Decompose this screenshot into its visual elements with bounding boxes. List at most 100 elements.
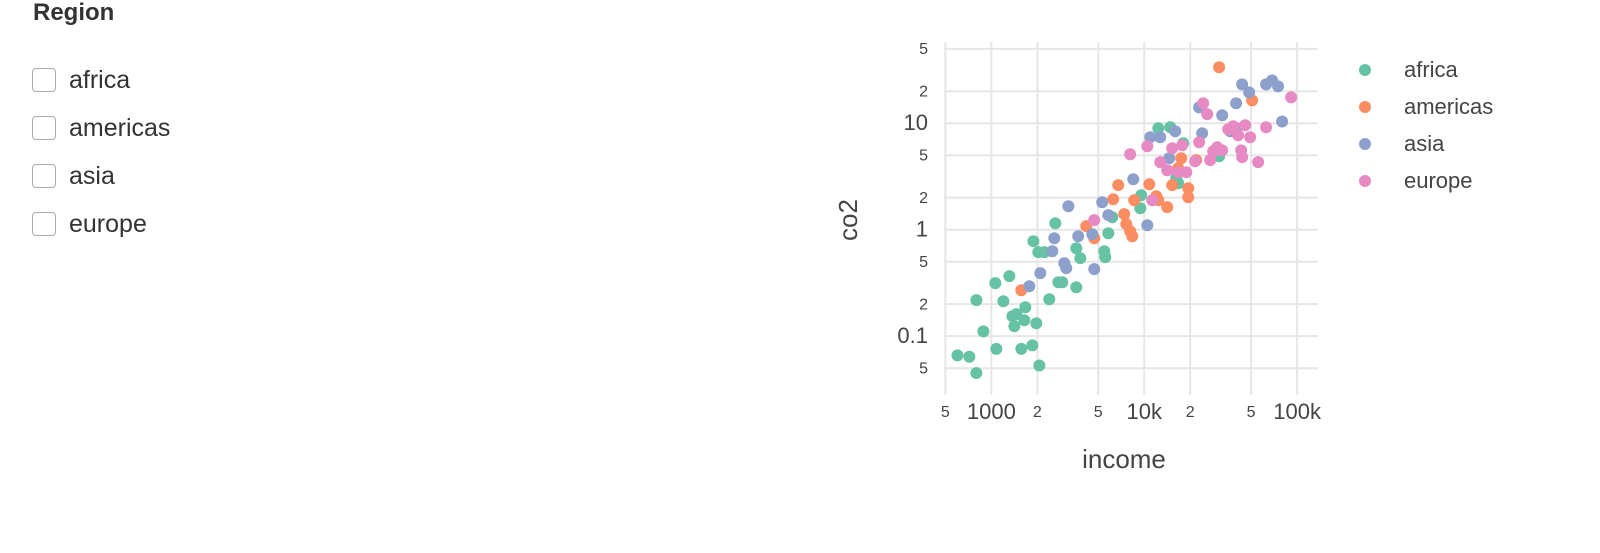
scatter-point <box>1180 166 1193 179</box>
x-tick-label: 100k <box>1273 399 1322 424</box>
scatter-point <box>1128 194 1141 207</box>
scatter-point <box>1189 155 1202 168</box>
checkbox-option[interactable]: asia <box>32 152 170 200</box>
scatter-point <box>1049 217 1062 230</box>
scatter-point <box>1175 152 1188 165</box>
scatter-point <box>1096 196 1109 209</box>
checkbox-label[interactable]: asia <box>69 161 115 190</box>
scatter-point <box>1062 200 1075 213</box>
scatter-point <box>1072 230 1085 243</box>
legend-marker <box>1359 138 1371 150</box>
scatter-point <box>1272 80 1285 93</box>
legend-label: americas <box>1404 94 1493 119</box>
scatter-point <box>1070 242 1083 255</box>
scatter-point <box>1127 173 1140 186</box>
x-tick-label: 1000 <box>967 399 1016 424</box>
scatter-point <box>970 294 983 307</box>
scatter-point <box>1276 115 1289 128</box>
scatter-point <box>1141 140 1154 153</box>
scatter-point <box>1260 121 1273 134</box>
scatter-point <box>1154 131 1167 144</box>
y-tick-label: 5 <box>919 254 928 271</box>
scatter-point <box>1112 179 1125 192</box>
y-tick-label: 2 <box>919 83 928 100</box>
scatter-point <box>1193 136 1206 149</box>
scatter-point <box>1143 178 1156 191</box>
scatter-point <box>970 367 983 380</box>
scatter-point <box>1244 131 1257 144</box>
scatter-point <box>1213 61 1226 74</box>
y-tick-label: 5 <box>919 41 928 58</box>
scatter-point <box>1048 232 1061 245</box>
scatter-point <box>1166 179 1179 192</box>
scatter-point <box>1027 235 1040 248</box>
scatter-point <box>1236 78 1249 91</box>
scatter-point <box>1088 263 1101 276</box>
checkbox[interactable] <box>32 68 56 92</box>
scatter-point <box>1252 156 1265 169</box>
scatter-point <box>1236 151 1249 164</box>
scatter-point <box>1230 97 1243 110</box>
scatter-point <box>1088 214 1101 227</box>
checkbox-option[interactable]: africa <box>32 56 170 104</box>
scatter-point <box>1126 230 1139 243</box>
y-tick-label: 5 <box>919 360 928 377</box>
scatter-point <box>1285 91 1298 104</box>
x-tick-label: 5 <box>941 404 950 421</box>
legend-marker <box>1359 101 1371 113</box>
filter-title: Region <box>33 0 115 26</box>
scatter-point <box>1169 125 1182 138</box>
checkbox-option[interactable]: europe <box>32 200 170 248</box>
legend-marker <box>1359 64 1371 76</box>
scatter-point <box>1008 320 1021 333</box>
scatter-point <box>1227 120 1240 133</box>
y-tick-label: 10 <box>904 110 928 135</box>
scatter-point <box>1046 245 1059 258</box>
scatter-point <box>990 342 1003 355</box>
checkbox-label[interactable]: africa <box>69 65 131 94</box>
checkbox-label[interactable]: europe <box>69 209 147 238</box>
x-axis-title: income <box>1082 444 1166 474</box>
scatter-point <box>1118 208 1131 221</box>
x-tick-label: 10k <box>1126 399 1162 424</box>
scatter-point <box>1216 144 1229 157</box>
scatter-point <box>1060 262 1073 275</box>
scatter-point <box>1146 194 1159 207</box>
x-tick-label: 2 <box>1186 404 1195 421</box>
scatter-point <box>1161 201 1174 214</box>
x-tick-label: 5 <box>1094 404 1103 421</box>
scatter-point <box>1201 108 1214 121</box>
checkbox[interactable] <box>32 116 56 140</box>
scatter-point <box>1141 219 1154 232</box>
scatter-point <box>1154 156 1167 169</box>
scatter-point <box>1034 267 1047 280</box>
scatter-point <box>1070 281 1083 294</box>
scatter-point <box>1216 109 1229 122</box>
region-filter: Region africa americas asia europe <box>32 0 171 248</box>
scatter-point <box>1144 131 1157 144</box>
scatter-point <box>1197 97 1210 110</box>
scatter-point <box>1056 276 1069 289</box>
scatter-point <box>1018 314 1031 327</box>
scatter-point <box>1026 339 1039 352</box>
legend-label: asia <box>1404 131 1445 156</box>
x-tick-label: 5 <box>1247 404 1256 421</box>
scatter-point <box>1086 228 1099 241</box>
scatter-point <box>1030 317 1043 330</box>
scatter-point <box>1161 164 1174 177</box>
scatter-point <box>963 350 976 363</box>
scatter-point <box>977 325 990 338</box>
scatter-point <box>1152 122 1165 135</box>
checkbox-option[interactable]: americas <box>32 104 171 152</box>
checkbox[interactable] <box>32 164 56 188</box>
scatter-point <box>1232 129 1245 142</box>
scatter-point <box>1166 142 1179 155</box>
scatter-point <box>1239 119 1252 132</box>
scatter-point <box>997 295 1010 308</box>
scatter-point <box>1003 270 1016 283</box>
y-tick-label: 1 <box>916 217 928 242</box>
checkbox[interactable] <box>32 212 56 236</box>
legend-marker <box>1359 175 1371 187</box>
checkbox-label[interactable]: americas <box>69 113 171 142</box>
